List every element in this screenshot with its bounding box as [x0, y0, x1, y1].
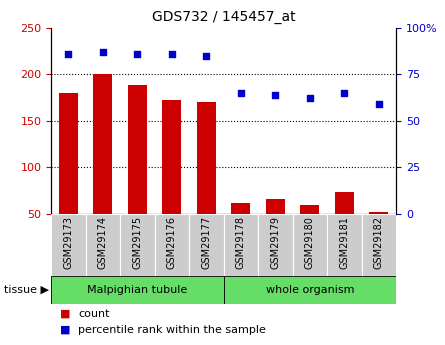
Point — [168, 51, 175, 57]
Point — [237, 90, 244, 96]
Bar — [224, 214, 258, 276]
Point — [375, 101, 382, 107]
Text: ■: ■ — [60, 325, 71, 335]
Bar — [197, 102, 216, 260]
Text: GSM29180: GSM29180 — [305, 216, 315, 269]
Text: count: count — [78, 309, 109, 319]
Bar — [258, 214, 293, 276]
Bar — [369, 212, 388, 260]
Point — [65, 51, 72, 57]
Text: GSM29173: GSM29173 — [64, 216, 73, 269]
Bar — [128, 85, 147, 260]
Bar — [231, 203, 251, 260]
Point — [306, 96, 313, 101]
Text: whole organism: whole organism — [266, 285, 354, 295]
Text: GSM29177: GSM29177 — [202, 216, 211, 269]
Text: ■: ■ — [60, 309, 71, 319]
Bar — [93, 74, 113, 260]
Bar — [59, 93, 78, 260]
Point — [272, 92, 279, 97]
Bar — [86, 214, 120, 276]
Bar — [51, 276, 224, 304]
Text: GSM29174: GSM29174 — [98, 216, 108, 269]
Bar — [327, 214, 362, 276]
Text: Malpighian tubule: Malpighian tubule — [87, 285, 187, 295]
Text: tissue ▶: tissue ▶ — [4, 285, 49, 295]
Bar — [120, 214, 155, 276]
Title: GDS732 / 145457_at: GDS732 / 145457_at — [152, 10, 295, 24]
Bar — [300, 205, 320, 260]
Bar — [362, 214, 396, 276]
Bar — [266, 199, 285, 260]
Point — [341, 90, 348, 96]
Text: GSM29182: GSM29182 — [374, 216, 384, 269]
Bar — [293, 214, 327, 276]
Point — [134, 51, 141, 57]
Text: GSM29179: GSM29179 — [271, 216, 280, 269]
Bar — [162, 100, 182, 260]
Text: GSM29181: GSM29181 — [340, 216, 349, 269]
Text: percentile rank within the sample: percentile rank within the sample — [78, 325, 266, 335]
Text: GSM29176: GSM29176 — [167, 216, 177, 269]
Bar — [155, 214, 189, 276]
Point — [203, 53, 210, 58]
Bar — [224, 276, 396, 304]
Point — [99, 49, 106, 55]
Text: GSM29175: GSM29175 — [133, 216, 142, 269]
Bar — [51, 214, 85, 276]
Bar — [189, 214, 224, 276]
Text: GSM29178: GSM29178 — [236, 216, 246, 269]
Bar — [335, 191, 354, 260]
